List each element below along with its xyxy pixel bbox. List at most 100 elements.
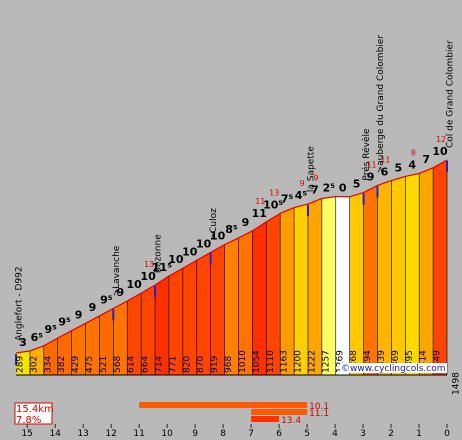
altitude-label: 820 — [182, 356, 192, 373]
grade-label: 4⁵ — [295, 189, 308, 202]
profile-segment — [405, 173, 420, 375]
altitude-label: 568 — [113, 356, 123, 373]
grade-label: 5 — [353, 178, 361, 191]
grade-label: 10 — [210, 230, 226, 243]
grade-label: 10 — [182, 245, 198, 258]
max-grade-label: 11 — [366, 160, 376, 169]
altitude-label: 919 — [210, 356, 220, 373]
max-grade-bar-label: 11.1 — [309, 409, 329, 419]
km-tick-label: 2 — [388, 429, 394, 439]
profile-outline — [391, 175, 406, 182]
profile-segment — [294, 204, 308, 375]
credit-text: ©www.cyclingcols.com — [341, 364, 445, 374]
altitude-label: 1222 — [307, 350, 317, 373]
altitude-label: 1269 — [335, 350, 345, 373]
grade-label: 9 — [116, 286, 124, 299]
grade-label: 10 — [127, 278, 143, 291]
profile-outline — [321, 195, 336, 200]
grade-label: 10 — [168, 253, 184, 266]
km-tick-label: 10 — [161, 429, 173, 439]
grade-label: 7 — [422, 153, 430, 166]
km-tick-label: 6 — [276, 429, 282, 439]
profile-segment — [16, 350, 30, 375]
profile-outline — [293, 203, 309, 209]
profile-segment — [113, 301, 128, 375]
grade-label: 9 — [242, 216, 250, 229]
profile-outline — [140, 284, 156, 294]
km-tick-label: 9 — [192, 429, 198, 439]
altitude-label: 771 — [168, 356, 178, 373]
profile-outline — [126, 292, 142, 302]
grade-label: 10 — [432, 145, 448, 158]
profile-outline — [113, 300, 128, 309]
grade-label: 11 — [252, 207, 267, 220]
altitude-label: 1498 — [452, 372, 462, 395]
km-tick-label: 0 — [444, 429, 450, 439]
grade-label: 7⁵ — [281, 193, 294, 206]
grade-label: 9⁵ — [100, 293, 113, 306]
max-grade-label: 11 — [255, 197, 265, 206]
profile-segment — [155, 276, 169, 375]
km-tick-label: 1 — [416, 429, 422, 439]
profile-segment — [168, 268, 183, 375]
altitude-label: 429 — [71, 356, 81, 373]
profile-outline — [71, 322, 86, 332]
place-label: >Culoz — [209, 208, 219, 241]
max-grade-label: 11 — [380, 156, 390, 165]
profile-segment — [391, 176, 406, 375]
profile-segment — [238, 230, 253, 375]
altitude-label: 1257 — [321, 350, 331, 373]
profile-outline — [43, 337, 58, 347]
grade-label: 4 — [408, 158, 416, 171]
grade-label: 11⁵ — [152, 261, 172, 274]
place-label: Anglefort - D992 — [15, 266, 25, 341]
profile-segment — [363, 185, 378, 375]
profile-outline — [252, 221, 267, 232]
altitude-label: 475 — [85, 356, 95, 373]
max-grade-label: 13 — [269, 188, 279, 197]
profile-outline — [363, 184, 378, 194]
max-grade-label: 13 — [144, 260, 154, 269]
profile-outline — [29, 345, 45, 352]
altitude-label: 1294 — [363, 350, 373, 373]
profile-outline — [265, 212, 281, 223]
altitude-label: 1163 — [280, 350, 290, 373]
altitude-label: 1339 — [377, 350, 387, 373]
profile-segment — [99, 308, 114, 375]
grade-label: 9 — [75, 308, 83, 321]
profile-segment — [377, 180, 392, 375]
profile-segment — [419, 167, 434, 375]
grade-label: 9 — [89, 301, 97, 314]
profile-segment — [29, 345, 44, 375]
grade-label: 8⁵ — [225, 223, 238, 236]
grade-label: 10 — [196, 237, 212, 250]
km-tick-label: 15 — [21, 429, 32, 439]
summary-avg-grade: 7.8% — [16, 415, 41, 426]
place-label: Prés Révèle — [361, 128, 372, 181]
profile-segment — [321, 196, 336, 375]
profile-segment — [307, 198, 322, 375]
grade-label: 10 — [140, 270, 156, 283]
max-grade-label: 12 — [436, 135, 446, 144]
altitude-label: 1110 — [266, 350, 276, 373]
altitude-label: 302 — [29, 356, 39, 373]
profile-segment — [71, 323, 86, 375]
profile-segment — [210, 244, 225, 375]
altitude-label: 1395 — [405, 350, 415, 373]
max-grade-label: 9 — [313, 173, 318, 182]
altitude-label: 1054 — [252, 350, 262, 373]
profile-outline — [196, 251, 211, 261]
place-label: Bezonne — [154, 234, 164, 273]
profile-outline — [377, 180, 392, 186]
altitude-label: 968 — [224, 356, 234, 373]
altitude-label: 1268 — [349, 350, 359, 373]
altitude-label: 614 — [127, 356, 137, 373]
altitude-label: 289 — [16, 356, 26, 373]
profile-segment — [335, 196, 350, 375]
profile-outline — [99, 307, 114, 317]
summary-distance: 15.4km — [16, 404, 54, 415]
grade-label: 6⁵ — [31, 331, 44, 344]
grade-label: 9⁵ — [45, 323, 58, 336]
km-tick-label: 3 — [360, 429, 366, 439]
max-grade-bar-label: 10.1 — [309, 402, 329, 412]
